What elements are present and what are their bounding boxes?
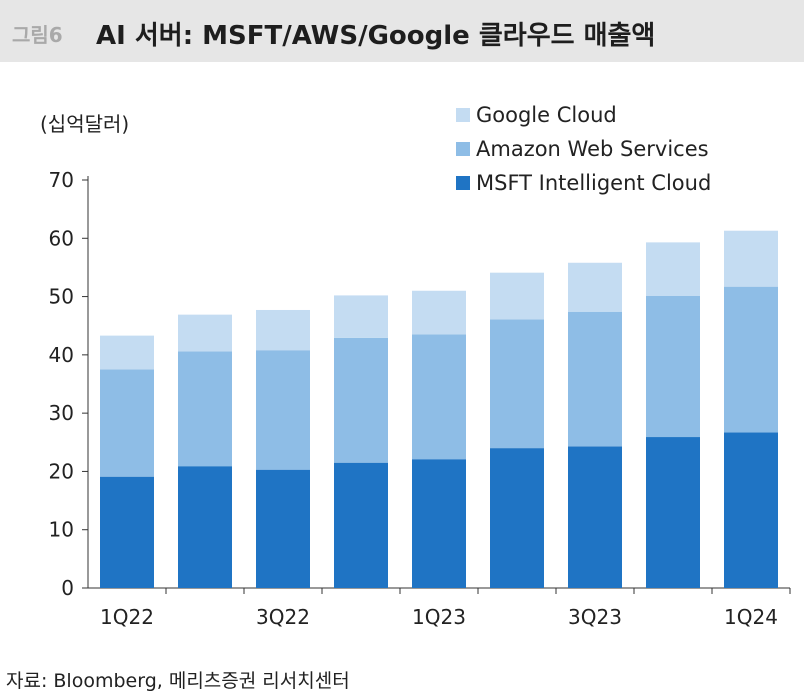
bar-google <box>412 290 466 335</box>
bar-aws <box>412 334 466 460</box>
bar-msft <box>412 459 466 588</box>
legend-label-msft: MSFT Intelligent Cloud <box>476 171 712 195</box>
bar-google <box>724 230 778 287</box>
bar-msft <box>256 469 310 588</box>
source-note: 자료: Bloomberg, 메리츠증권 리서치센터 <box>6 670 350 692</box>
bar-google <box>100 335 154 370</box>
legend-swatch-msft <box>456 176 470 190</box>
y-tick-label: 70 <box>49 168 74 192</box>
bar-msft <box>178 466 232 588</box>
legend-item-aws: Amazon Web Services <box>456 132 711 166</box>
legend-swatch-google <box>456 108 470 122</box>
bar-aws <box>100 369 154 477</box>
bar-google <box>334 295 388 338</box>
bar-aws <box>256 350 310 470</box>
y-tick-label: 10 <box>49 518 74 542</box>
bar-aws <box>334 337 388 463</box>
bar-aws <box>646 295 700 438</box>
bar-aws <box>568 311 622 447</box>
chart-legend: Google Cloud Amazon Web Services MSFT In… <box>456 98 711 200</box>
legend-item-google: Google Cloud <box>456 98 711 132</box>
y-tick-label: 50 <box>49 285 74 309</box>
y-tick-label: 20 <box>49 459 74 483</box>
bar-aws <box>490 319 544 449</box>
y-tick-label: 0 <box>61 576 74 600</box>
bar-msft <box>646 437 700 588</box>
unit-label: (십억달러) <box>40 112 130 136</box>
bar-msft <box>334 462 388 588</box>
legend-item-msft: MSFT Intelligent Cloud <box>456 166 711 200</box>
y-tick-label: 40 <box>49 343 74 367</box>
bar-msft <box>724 432 778 588</box>
legend-label-aws: Amazon Web Services <box>476 137 709 161</box>
y-tick-label: 60 <box>49 226 74 250</box>
legend-label-google: Google Cloud <box>476 103 617 127</box>
x-tick-label: 3Q22 <box>256 605 310 629</box>
bar-google <box>646 242 700 296</box>
bar-google <box>256 309 310 351</box>
y-tick-label: 30 <box>49 401 74 425</box>
x-tick-label: 1Q23 <box>412 605 466 629</box>
bar-msft <box>100 476 154 588</box>
figure-number: 그림6 <box>12 23 63 47</box>
bar-aws <box>724 286 778 433</box>
x-tick-label: 3Q23 <box>568 605 622 629</box>
x-tick-label: 1Q24 <box>724 605 778 629</box>
legend-swatch-aws <box>456 142 470 156</box>
bar-google <box>178 314 232 352</box>
figure-title: AI 서버: MSFT/AWS/Google 클라우드 매출액 <box>96 21 656 51</box>
bar-msft <box>568 446 622 588</box>
bar-google <box>490 272 544 320</box>
x-tick-label: 1Q22 <box>100 605 154 629</box>
bar-aws <box>178 351 232 467</box>
bar-google <box>568 262 622 312</box>
bar-msft <box>490 448 544 588</box>
figure-header: 그림6 AI 서버: MSFT/AWS/Google 클라우드 매출액 <box>0 0 804 62</box>
